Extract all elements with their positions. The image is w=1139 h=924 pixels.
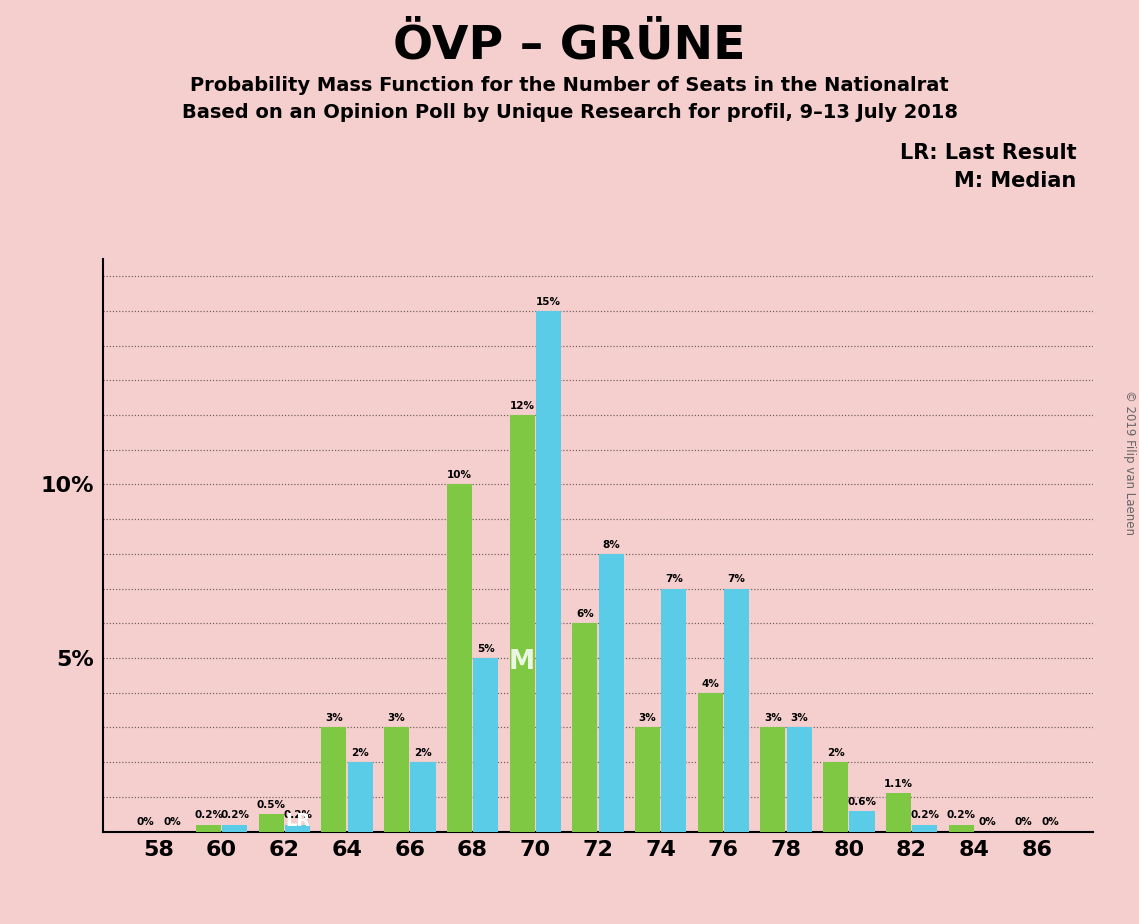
Text: 8%: 8% bbox=[603, 540, 620, 550]
Bar bbox=[662, 589, 687, 832]
Text: M: Median: M: Median bbox=[954, 171, 1076, 191]
Text: M: M bbox=[509, 650, 535, 675]
Text: 5%: 5% bbox=[477, 644, 494, 654]
Bar bbox=[473, 658, 498, 832]
Bar bbox=[572, 624, 597, 832]
Bar bbox=[535, 310, 562, 832]
Bar bbox=[599, 553, 624, 832]
Text: 2%: 2% bbox=[415, 748, 432, 758]
Bar bbox=[259, 814, 284, 832]
Bar bbox=[509, 415, 534, 832]
Bar bbox=[446, 484, 472, 832]
Bar bbox=[410, 762, 435, 832]
Text: 3%: 3% bbox=[325, 713, 343, 723]
Text: 0%: 0% bbox=[978, 818, 997, 827]
Text: 2%: 2% bbox=[827, 748, 844, 758]
Bar bbox=[196, 824, 221, 832]
Text: 7%: 7% bbox=[665, 575, 682, 584]
Bar bbox=[787, 727, 812, 832]
Bar bbox=[384, 727, 409, 832]
Bar bbox=[347, 762, 372, 832]
Text: 3%: 3% bbox=[387, 713, 405, 723]
Text: 0.2%: 0.2% bbox=[910, 810, 940, 821]
Text: 0.2%: 0.2% bbox=[194, 810, 223, 821]
Bar bbox=[850, 810, 875, 832]
Text: © 2019 Filip van Laenen: © 2019 Filip van Laenen bbox=[1123, 390, 1137, 534]
Text: 3%: 3% bbox=[639, 713, 656, 723]
Text: 0%: 0% bbox=[1041, 818, 1059, 827]
Text: 0.5%: 0.5% bbox=[256, 800, 286, 810]
Text: 0.2%: 0.2% bbox=[284, 810, 312, 821]
Bar bbox=[912, 824, 937, 832]
Text: 6%: 6% bbox=[576, 609, 593, 619]
Bar bbox=[321, 727, 346, 832]
Text: LR: Last Result: LR: Last Result bbox=[900, 143, 1076, 164]
Text: 10%: 10% bbox=[446, 470, 472, 480]
Text: Probability Mass Function for the Number of Seats in the Nationalrat: Probability Mass Function for the Number… bbox=[190, 76, 949, 95]
Bar bbox=[634, 727, 661, 832]
Text: LR: LR bbox=[285, 811, 310, 830]
Bar bbox=[285, 824, 310, 832]
Bar bbox=[698, 693, 723, 832]
Text: 4%: 4% bbox=[702, 678, 719, 688]
Bar bbox=[222, 824, 247, 832]
Text: 0%: 0% bbox=[1015, 818, 1033, 827]
Bar bbox=[949, 824, 974, 832]
Text: 0.2%: 0.2% bbox=[220, 810, 249, 821]
Text: 3%: 3% bbox=[764, 713, 781, 723]
Text: 0.6%: 0.6% bbox=[847, 796, 877, 807]
Text: Based on an Opinion Poll by Unique Research for profil, 9–13 July 2018: Based on an Opinion Poll by Unique Resea… bbox=[181, 103, 958, 123]
Text: 1.1%: 1.1% bbox=[884, 779, 912, 789]
Bar bbox=[823, 762, 849, 832]
Text: 12%: 12% bbox=[509, 401, 534, 411]
Text: 0.2%: 0.2% bbox=[947, 810, 976, 821]
Text: ÖVP – GRÜNE: ÖVP – GRÜNE bbox=[393, 23, 746, 68]
Text: 15%: 15% bbox=[536, 297, 560, 307]
Text: 0%: 0% bbox=[137, 818, 155, 827]
Bar bbox=[886, 794, 911, 832]
Bar bbox=[761, 727, 786, 832]
Text: 7%: 7% bbox=[728, 575, 746, 584]
Text: 0%: 0% bbox=[163, 818, 181, 827]
Text: 2%: 2% bbox=[352, 748, 369, 758]
Bar bbox=[724, 589, 749, 832]
Text: 3%: 3% bbox=[790, 713, 809, 723]
